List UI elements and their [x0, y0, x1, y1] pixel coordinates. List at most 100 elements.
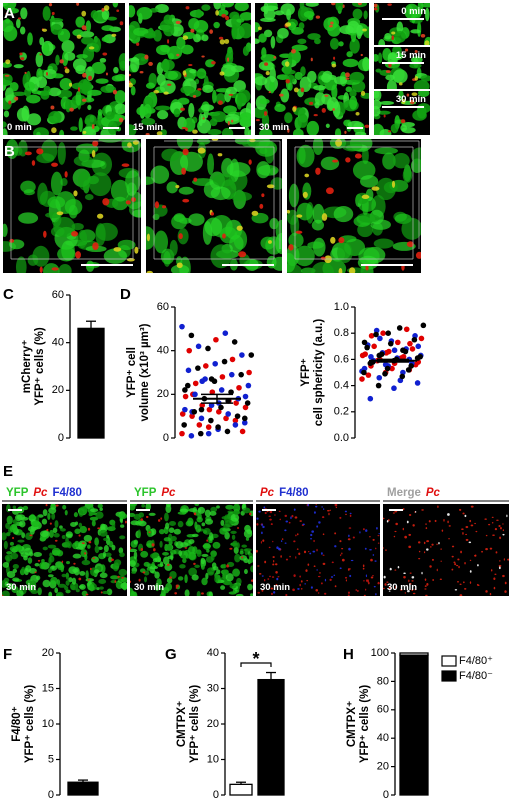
cell — [388, 586, 392, 590]
header-word: YFP — [6, 487, 29, 499]
cell — [159, 80, 176, 95]
cell — [288, 521, 291, 524]
cell — [100, 564, 106, 574]
cell — [130, 197, 136, 202]
cell — [101, 25, 115, 32]
cell — [412, 109, 427, 121]
point — [209, 389, 216, 395]
point — [375, 382, 382, 389]
cell — [65, 589, 71, 594]
cell — [175, 20, 181, 25]
cell — [99, 507, 103, 511]
cell — [211, 139, 219, 141]
image-caption: 0 min — [7, 122, 32, 133]
cell — [64, 586, 69, 591]
cell — [48, 574, 54, 578]
cell — [59, 59, 64, 64]
y-tick-label: 1.0 — [334, 301, 349, 313]
cell — [312, 139, 324, 156]
y-axis-label: YFP⁺ cells (%) — [359, 685, 371, 763]
cell — [103, 248, 128, 264]
cell — [295, 534, 297, 537]
point — [409, 346, 416, 352]
cell — [439, 578, 442, 580]
cell — [15, 256, 27, 273]
cell — [464, 514, 467, 518]
cell — [327, 97, 339, 111]
cell — [146, 226, 156, 250]
cell — [411, 12, 416, 24]
cell — [443, 518, 445, 522]
cell — [395, 522, 398, 526]
cell — [261, 575, 264, 577]
point — [179, 430, 185, 437]
cell — [64, 66, 68, 69]
cell — [205, 572, 209, 580]
cell — [358, 214, 380, 223]
cell — [373, 238, 394, 249]
point — [185, 367, 192, 374]
cell — [21, 105, 30, 122]
point — [238, 371, 244, 378]
cell — [475, 530, 478, 533]
cell — [370, 576, 374, 579]
cell — [258, 573, 262, 575]
cell — [178, 550, 183, 557]
point — [179, 323, 185, 330]
cell — [3, 110, 10, 118]
cell — [321, 516, 325, 519]
y-tick-label: 15 — [42, 682, 54, 694]
cell — [220, 4, 226, 11]
cell — [29, 580, 36, 586]
cell — [129, 124, 137, 135]
cell — [165, 522, 170, 530]
cell — [257, 591, 261, 594]
cell — [268, 91, 271, 94]
point — [420, 322, 427, 329]
micrograph — [287, 139, 421, 273]
cell — [111, 544, 116, 551]
cell — [230, 191, 253, 202]
cell — [130, 547, 132, 550]
cell — [498, 564, 502, 567]
cell — [338, 41, 344, 47]
cell — [20, 57, 25, 60]
cell — [496, 519, 499, 521]
cell — [29, 534, 33, 537]
cell — [295, 230, 303, 234]
cell — [84, 553, 88, 561]
cell — [29, 528, 35, 535]
cell — [203, 542, 211, 551]
cell — [173, 108, 181, 118]
cell — [42, 546, 48, 551]
cell — [140, 518, 143, 522]
cell — [394, 569, 397, 571]
cell — [192, 178, 215, 186]
cell — [348, 547, 351, 551]
cell — [293, 107, 306, 116]
cell — [182, 198, 190, 203]
cell — [64, 68, 70, 74]
cell — [274, 103, 286, 113]
cell — [345, 513, 347, 516]
cell — [88, 75, 93, 81]
cell — [143, 570, 150, 576]
cell — [34, 563, 40, 567]
cell — [6, 551, 13, 555]
cell — [148, 61, 153, 66]
bar-segment — [399, 654, 429, 796]
cell — [348, 267, 356, 273]
cell — [143, 561, 150, 567]
cell — [506, 514, 508, 518]
cell — [280, 3, 295, 16]
cell — [469, 519, 472, 523]
cell — [331, 3, 336, 6]
cell — [25, 94, 41, 104]
cell — [8, 8, 19, 14]
cell — [374, 105, 381, 117]
cell — [196, 591, 201, 596]
cell — [344, 510, 348, 513]
cell — [54, 539, 58, 542]
significance-mark: * — [252, 649, 259, 669]
cell — [235, 593, 244, 596]
